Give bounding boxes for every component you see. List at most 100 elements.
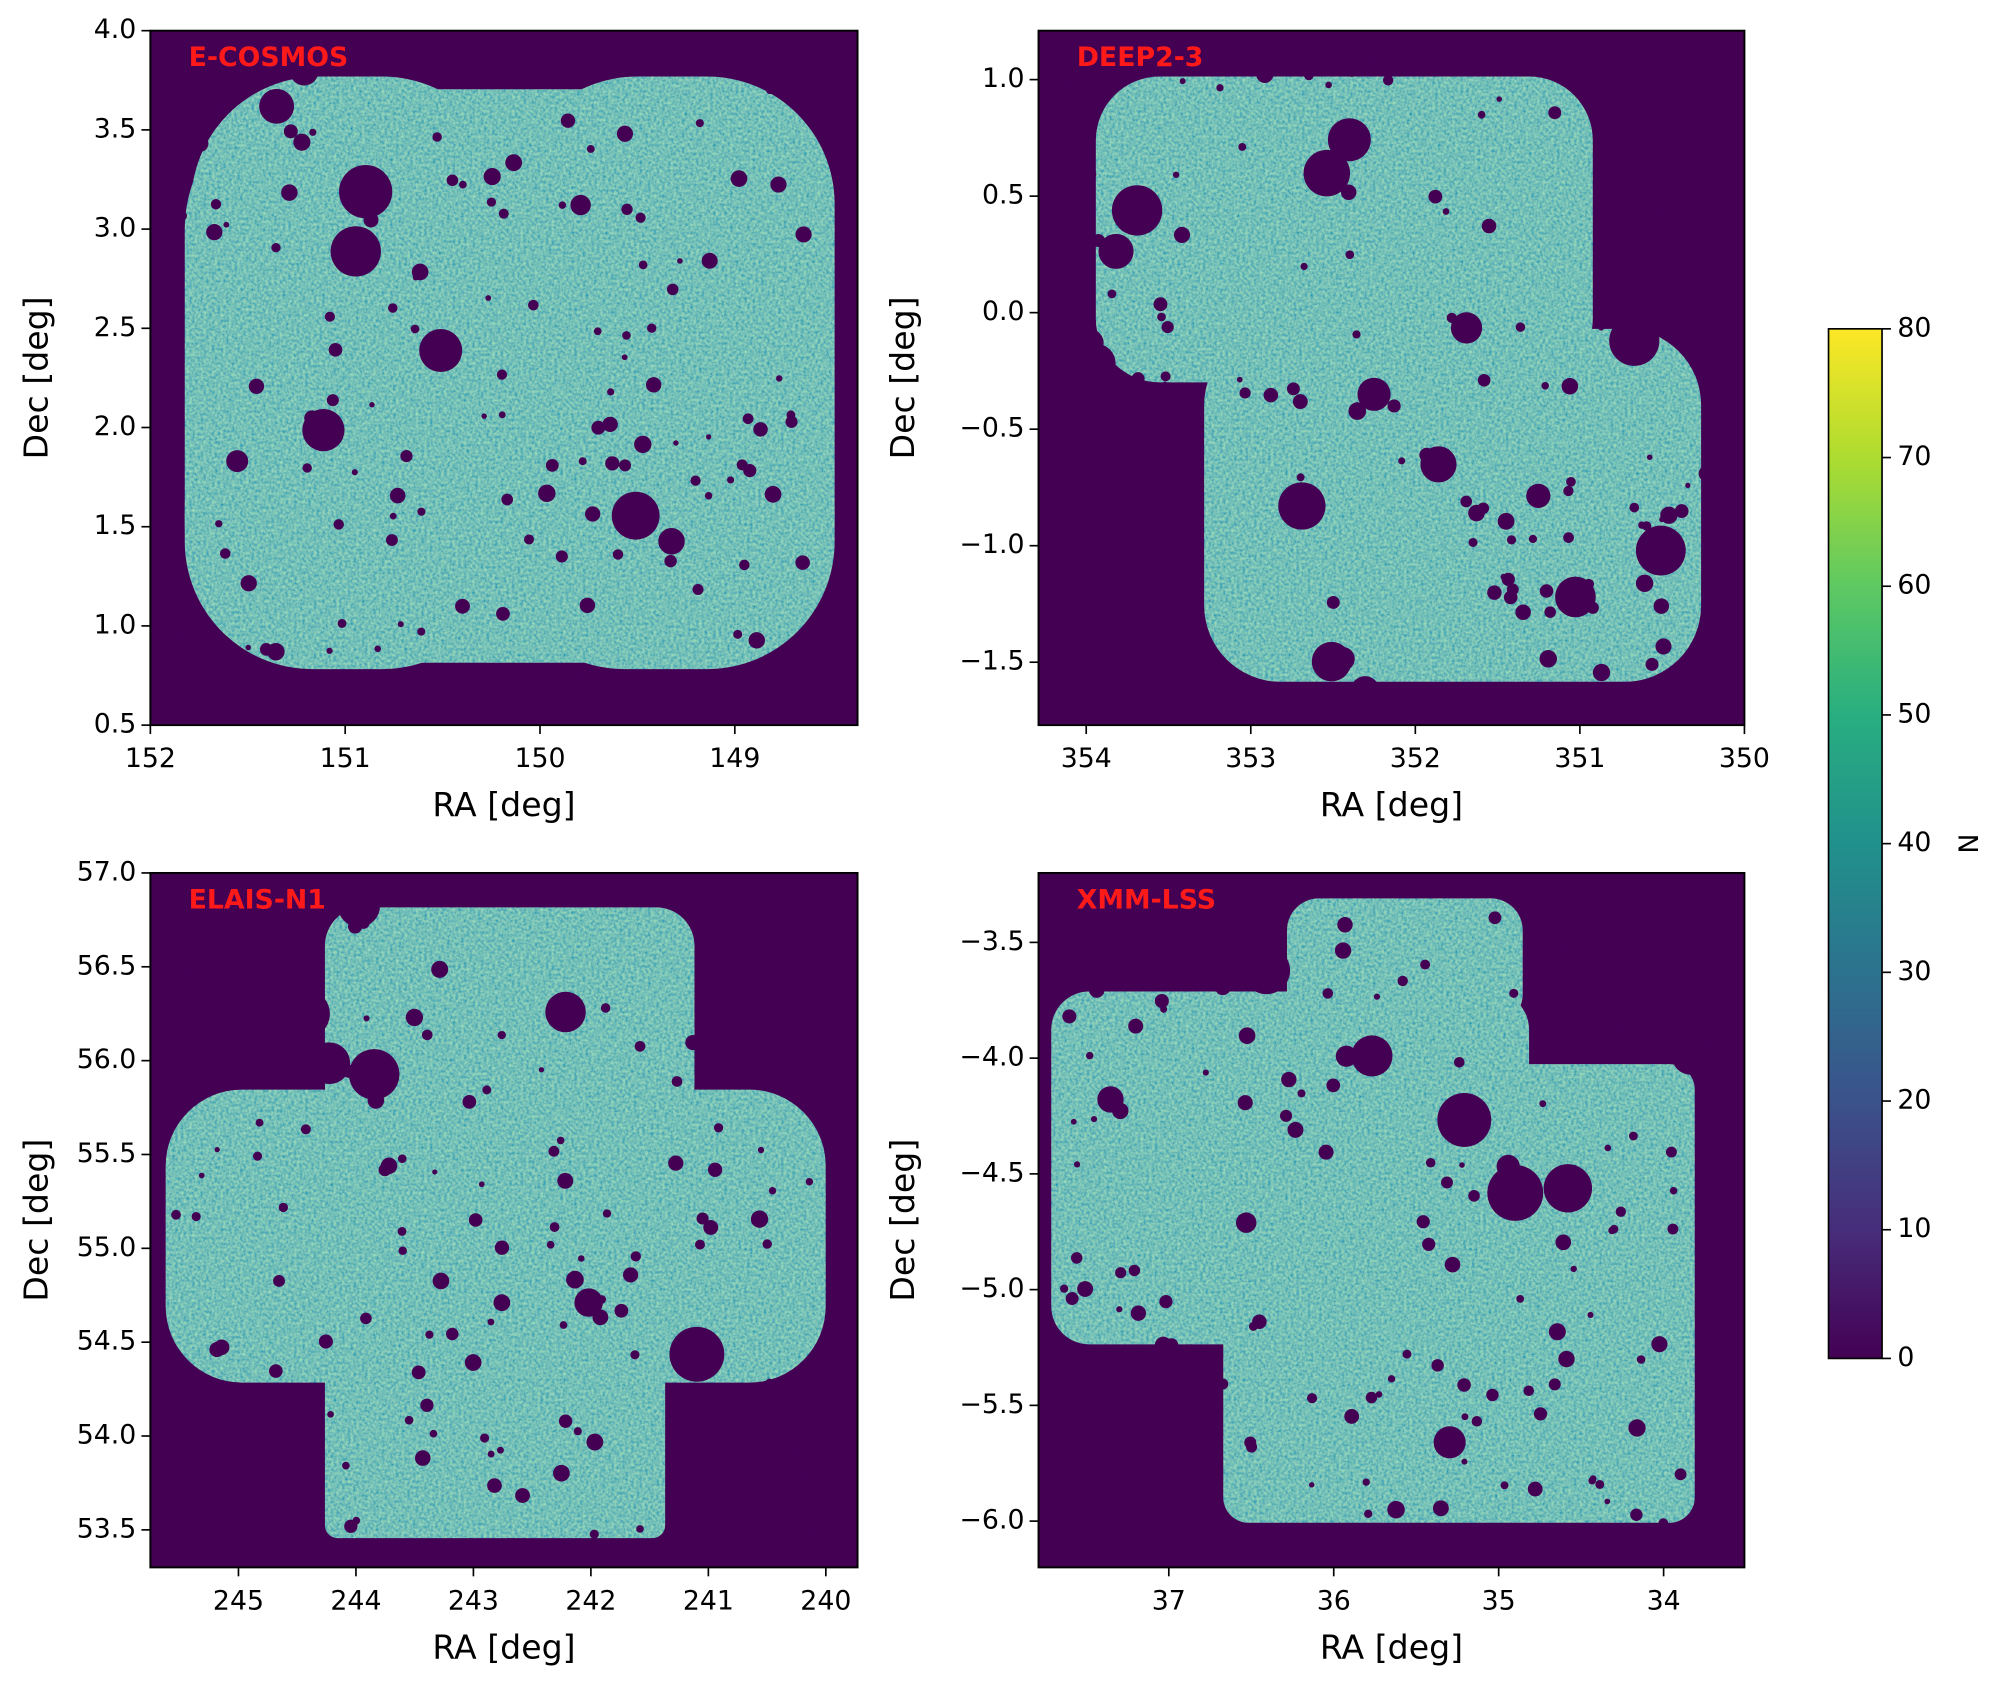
masked-hole — [634, 435, 652, 454]
masked-hole — [1523, 684, 1530, 691]
masked-hole — [1097, 1086, 1124, 1113]
masked-hole — [219, 548, 231, 559]
masked-hole — [425, 1330, 434, 1339]
y-tick-label: 0.5 — [94, 709, 137, 740]
masked-hole — [1696, 247, 1711, 261]
footprint-part — [496, 382, 835, 670]
masked-hole — [414, 1450, 431, 1466]
masked-hole — [1679, 154, 1689, 163]
masked-hole — [1197, 940, 1209, 953]
masked-hole — [566, 1270, 584, 1289]
masked-hole — [289, 56, 319, 86]
masked-hole — [591, 420, 606, 435]
masked-hole — [1256, 65, 1274, 84]
masked-hole — [483, 168, 501, 186]
masked-hole — [586, 1433, 604, 1451]
x-tick-label: 244 — [330, 1585, 381, 1616]
masked-hole — [1698, 465, 1715, 482]
masked-hole — [1398, 457, 1406, 465]
masked-hole — [254, 663, 262, 671]
masked-hole — [593, 327, 602, 336]
masked-hole — [328, 342, 343, 357]
y-tick-label: 55.0 — [77, 1232, 137, 1263]
masked-hole — [753, 422, 768, 437]
masked-hole — [363, 1015, 370, 1022]
masked-hole — [538, 484, 556, 503]
masked-hole — [1471, 1416, 1483, 1427]
masked-hole — [223, 1488, 236, 1502]
masked-hole — [1653, 598, 1670, 614]
masked-hole — [673, 440, 679, 446]
masked-hole — [369, 402, 375, 408]
masked-hole — [1162, 381, 1168, 388]
masked-hole — [707, 1162, 723, 1177]
masked-hole — [795, 555, 810, 570]
x-axis-label: RA [deg] — [1320, 785, 1463, 824]
masked-hole — [1296, 473, 1305, 482]
masked-hole — [309, 128, 317, 136]
masked-hole — [1060, 1284, 1069, 1293]
masked-hole — [690, 475, 701, 486]
masked-hole — [1263, 387, 1279, 403]
masked-hole — [1153, 297, 1168, 312]
masked-hole — [1128, 1018, 1144, 1034]
masked-hole — [1064, 193, 1073, 202]
masked-hole — [1696, 1463, 1709, 1476]
masked-hole — [1570, 1265, 1577, 1273]
masked-hole — [1099, 385, 1106, 392]
masked-hole — [1335, 1045, 1358, 1067]
masked-hole — [468, 1213, 483, 1227]
masked-hole — [1690, 908, 1708, 927]
masked-hole — [248, 378, 265, 394]
masked-hole — [255, 1118, 264, 1127]
masked-hole — [692, 583, 704, 596]
y-tick-label: 56.5 — [77, 950, 137, 981]
masked-hole — [1588, 974, 1604, 990]
masked-hole — [324, 311, 335, 322]
masked-hole — [1459, 1162, 1465, 1168]
masked-hole — [1151, 1455, 1164, 1467]
masked-hole — [190, 961, 206, 977]
footprint-part — [165, 1089, 826, 1383]
masked-hole — [1402, 1349, 1412, 1359]
masked-hole — [446, 1327, 459, 1341]
x-tick-label: 245 — [213, 1585, 264, 1616]
masked-hole — [579, 597, 596, 614]
masked-hole — [296, 965, 308, 977]
x-tick-label: 241 — [683, 1585, 734, 1616]
masked-hole — [540, 895, 552, 907]
masked-hole — [174, 591, 180, 597]
masked-hole — [1326, 595, 1340, 609]
masked-hole — [658, 527, 685, 555]
masked-hole — [647, 323, 657, 333]
masked-hole — [704, 491, 713, 500]
masked-hole — [1651, 1336, 1668, 1353]
masked-hole — [1238, 143, 1247, 151]
masked-hole — [1441, 1176, 1453, 1189]
masked-hole — [1645, 657, 1659, 671]
masked-hole — [1172, 171, 1180, 179]
masked-hole — [558, 1414, 573, 1428]
masked-hole — [1619, 60, 1629, 71]
masked-hole — [259, 88, 295, 124]
colorbar-label: N — [1952, 834, 1983, 854]
masked-hole — [1064, 1462, 1076, 1474]
masked-hole — [176, 978, 190, 992]
footprint-part — [324, 1350, 666, 1539]
masked-hole — [1362, 50, 1376, 64]
masked-hole — [1592, 663, 1611, 682]
masked-hole — [1180, 1409, 1190, 1418]
masked-hole — [485, 295, 492, 301]
masked-hole — [419, 329, 463, 373]
masked-hole — [619, 459, 632, 472]
y-tick-label: 2.5 — [94, 312, 137, 343]
masked-hole — [765, 86, 775, 95]
masked-hole — [762, 1511, 772, 1520]
masked-hole — [1563, 485, 1574, 497]
masked-hole — [1242, 946, 1291, 995]
masked-hole — [191, 1211, 201, 1222]
y-tick-label: 0.5 — [982, 180, 1025, 211]
colorbar-tick-label: 0 — [1897, 1342, 1914, 1373]
masked-hole — [1334, 942, 1352, 959]
colorbar-tick-label: 60 — [1897, 570, 1931, 601]
